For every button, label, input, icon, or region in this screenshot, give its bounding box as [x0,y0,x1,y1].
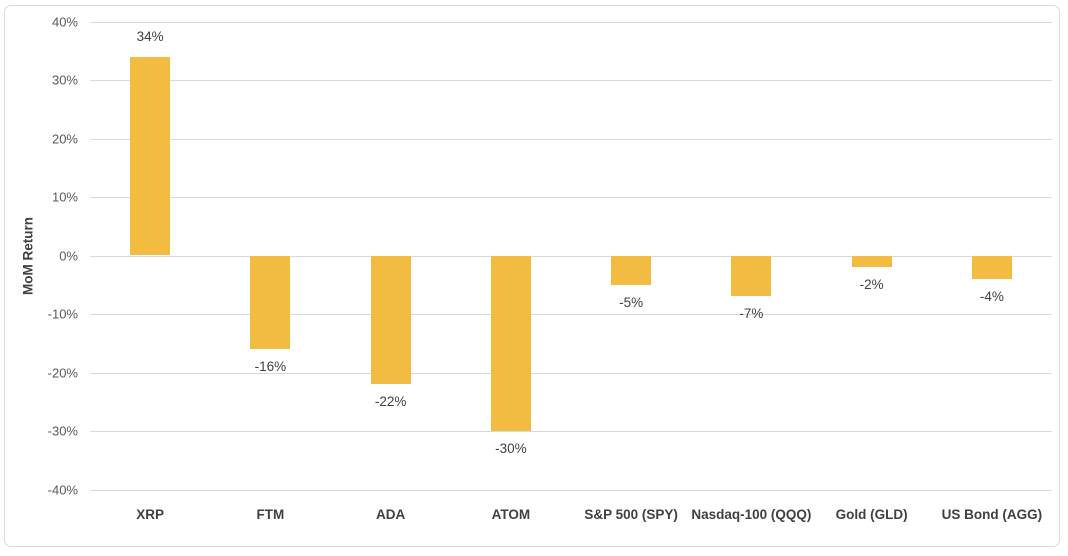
bar-value-label: -30% [495,441,527,456]
bar-ADA [370,255,411,385]
gridline [90,80,1052,81]
y-tick-label: -10% [47,306,78,322]
plot-area: 40% 30% 20% 10% 0% -10% -20% -30% -40% 34% XRP -16%… [5,6,1059,546]
bar-value-label: -2% [859,277,884,293]
bar-Gold (GLD) [851,255,892,268]
bar-S&P 500 (SPY) [611,255,652,285]
bar-FTM [250,255,291,350]
y-tick-label: -40% [47,482,78,497]
gridline [90,431,1052,432]
y-tick-label: 40% [51,14,78,29]
x-category-label: US Bond (AGG) [941,507,1043,522]
bar-chart: MoM Return 40% 30% 20% 10% 0% -10% -20% -30% -40… [4,5,1060,547]
bar-Nasdaq-100 (QQQ) [731,255,772,297]
y-tick-label: 20% [51,131,78,146]
y-tick-label: 10% [51,189,78,205]
x-category-label: XRP [136,507,164,522]
gridline [90,197,1052,198]
x-category-label: FTM [256,507,285,522]
bar-value-label: -7% [739,306,764,322]
x-category-label: S&P 500 (SPY) [584,507,678,522]
bar-US Bond (AGG) [971,255,1012,279]
bar-value-label: -4% [979,288,1004,304]
gridline [90,314,1052,315]
gridline [90,255,1052,257]
x-category-label: ADA [376,507,406,522]
y-tick-label: -20% [47,365,78,380]
gridline [90,372,1052,374]
bar-value-label: -16% [254,359,287,375]
bar-value-label: -5% [619,294,644,310]
bar-XRP [130,56,171,256]
y-tick-label: 0% [59,248,78,263]
bar-value-label: -22% [374,394,407,410]
gridline [90,138,1052,140]
x-category-label: Gold (GLD) [835,507,908,522]
x-category-label: ATOM [491,507,531,522]
x-category-label: Nasdaq-100 (QQQ) [691,507,812,522]
bar-value-label: 34% [136,28,164,44]
gridline [90,21,1052,23]
bar-ATOM [490,255,531,431]
y-tick-label: 30% [51,72,78,88]
gridline [90,489,1052,491]
y-tick-label: -30% [47,423,78,439]
